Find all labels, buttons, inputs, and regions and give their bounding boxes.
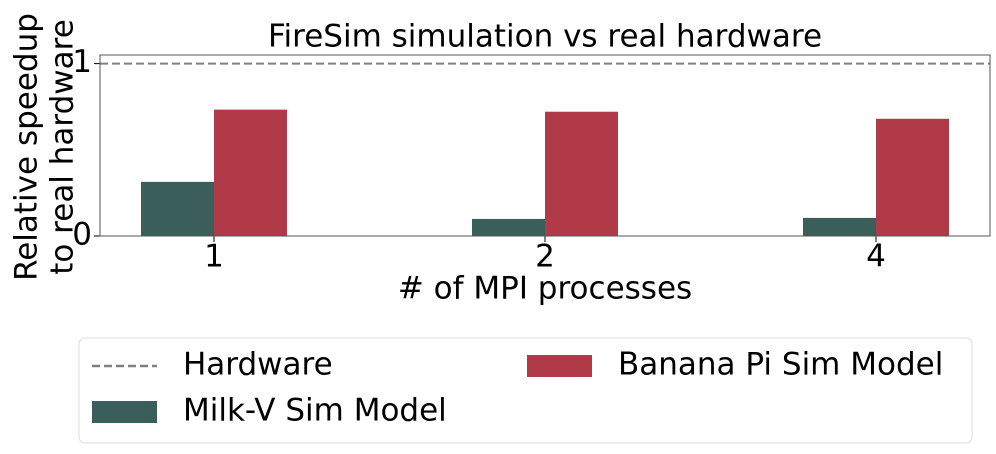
bar <box>472 218 545 236</box>
legend-marker <box>527 355 592 377</box>
legend-label: Milk-V Sim Model <box>183 393 447 429</box>
y-tick-label: 1 <box>72 44 92 80</box>
bar <box>214 109 287 236</box>
y-tick-label: 0 <box>72 217 92 253</box>
legend-label: Banana Pi Sim Model <box>618 347 943 383</box>
y-axis-label: to real hardware <box>45 19 81 275</box>
y-axis-label: Relative speedup <box>9 13 45 281</box>
legend-box <box>78 337 973 444</box>
bar <box>876 118 949 236</box>
bar <box>545 111 618 236</box>
x-tick-label: 1 <box>204 239 224 275</box>
x-tick-label: 2 <box>535 239 555 275</box>
bar <box>803 217 876 236</box>
plot-frame <box>99 54 991 237</box>
legend-label: Hardware <box>183 347 333 383</box>
x-tick-label: 4 <box>866 239 886 275</box>
x-axis-label: # of MPI processes <box>398 271 692 307</box>
legend-marker <box>92 401 157 423</box>
bar <box>141 181 214 236</box>
chart-title: FireSim simulation vs real hardware <box>268 19 822 55</box>
